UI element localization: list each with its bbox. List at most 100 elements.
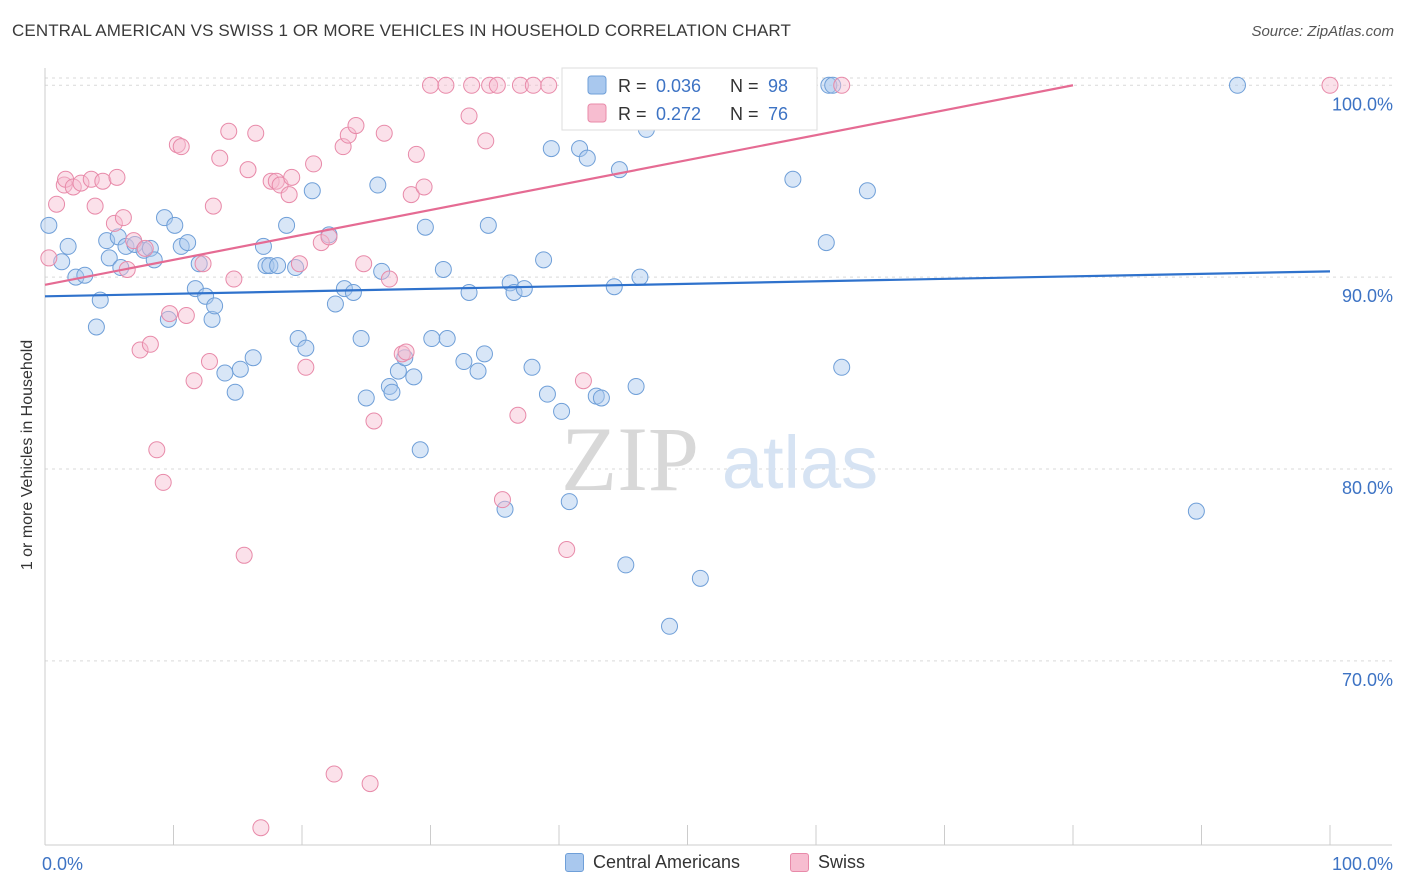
point-swiss bbox=[40, 249, 58, 267]
point-swiss bbox=[290, 255, 308, 273]
point-swiss bbox=[247, 124, 265, 142]
trend-line-central-americans bbox=[44, 270, 1331, 298]
point-swiss bbox=[64, 178, 82, 196]
y-tick-label: 70.0% bbox=[1342, 670, 1393, 690]
point-swiss bbox=[574, 372, 592, 390]
point-central-american bbox=[297, 339, 315, 357]
point-swiss bbox=[86, 197, 104, 215]
point-central-american bbox=[469, 362, 487, 380]
point-swiss bbox=[402, 186, 420, 204]
point-central-american bbox=[560, 493, 578, 511]
point-central-american bbox=[505, 283, 523, 301]
point-central-american bbox=[352, 330, 370, 348]
stats-legend-r-label-blue: R = bbox=[618, 76, 647, 96]
point-central-american bbox=[820, 76, 838, 94]
trend-line-swiss bbox=[44, 84, 1074, 286]
point-central-american bbox=[59, 237, 77, 255]
axes bbox=[44, 68, 1392, 846]
point-central-american bbox=[269, 257, 287, 275]
point-swiss bbox=[141, 335, 159, 353]
stats-legend-r-value-pink: 0.272 bbox=[656, 104, 701, 124]
point-central-american bbox=[206, 297, 224, 315]
legend-swatch-blue bbox=[565, 853, 584, 872]
x-tick-label-right: 100.0% bbox=[1332, 854, 1393, 874]
point-central-american bbox=[455, 353, 473, 371]
point-swiss bbox=[177, 306, 195, 324]
point-swiss bbox=[48, 195, 66, 213]
point-swiss bbox=[185, 372, 203, 390]
stats-legend-n-label-pink: N = bbox=[730, 104, 759, 124]
point-central-american bbox=[203, 310, 221, 328]
point-swiss bbox=[131, 341, 149, 359]
point-swiss bbox=[204, 197, 222, 215]
legend-swatch-pink bbox=[790, 853, 809, 872]
point-central-american bbox=[1228, 76, 1246, 94]
point-central-american bbox=[326, 295, 344, 313]
point-swiss bbox=[524, 76, 542, 94]
point-swiss bbox=[463, 76, 481, 94]
stats-legend-n-value-blue: 98 bbox=[768, 76, 788, 96]
point-swiss bbox=[225, 270, 243, 288]
watermark: ZIP atlas bbox=[561, 408, 878, 510]
point-central-american bbox=[166, 216, 184, 234]
point-central-american bbox=[335, 280, 353, 298]
point-central-american bbox=[542, 140, 560, 158]
point-swiss bbox=[540, 76, 558, 94]
point-central-american bbox=[423, 330, 441, 348]
point-central-american bbox=[475, 345, 493, 363]
point-central-american bbox=[617, 556, 635, 574]
point-swiss bbox=[460, 107, 478, 125]
legend-label-central-americans: Central Americans bbox=[593, 852, 741, 872]
point-swiss bbox=[200, 353, 218, 371]
point-central-american bbox=[535, 251, 553, 269]
point-central-american bbox=[216, 364, 234, 382]
point-central-american bbox=[405, 368, 423, 386]
point-central-american bbox=[479, 216, 497, 234]
point-central-american bbox=[179, 234, 197, 252]
point-central-american bbox=[553, 402, 571, 420]
stats-legend: R = 0.036 N = 98 R = 0.272 N = 76 bbox=[561, 67, 818, 131]
y-tick-label: 90.0% bbox=[1342, 286, 1393, 306]
point-swiss bbox=[558, 541, 576, 559]
point-central-american bbox=[627, 377, 645, 395]
point-swiss bbox=[211, 149, 229, 167]
point-swiss bbox=[305, 155, 323, 173]
watermark-zip: ZIP bbox=[561, 408, 699, 510]
point-swiss bbox=[477, 132, 495, 150]
tick-labels: 100.0% 90.0% 80.0% 70.0% 0.0% 100.0% bbox=[42, 94, 1393, 874]
point-swiss bbox=[375, 124, 393, 142]
point-central-american bbox=[538, 385, 556, 403]
stats-legend-r-label-pink: R = bbox=[618, 104, 647, 124]
point-swiss bbox=[220, 122, 238, 140]
point-central-american bbox=[159, 310, 177, 328]
point-central-american bbox=[496, 500, 514, 518]
point-central-american bbox=[40, 216, 58, 234]
point-swiss bbox=[422, 76, 439, 94]
point-central-american bbox=[434, 260, 452, 278]
point-swiss bbox=[509, 406, 527, 424]
point-swiss bbox=[94, 172, 112, 190]
point-central-american bbox=[817, 234, 835, 252]
point-swiss bbox=[493, 491, 511, 509]
point-swiss bbox=[252, 819, 270, 837]
point-swiss bbox=[148, 441, 166, 459]
point-swiss bbox=[437, 76, 455, 94]
point-swiss bbox=[297, 358, 315, 376]
point-central-american bbox=[244, 349, 262, 367]
point-central-american bbox=[344, 283, 362, 301]
stats-legend-swatch-blue bbox=[587, 75, 607, 95]
watermark-atlas: atlas bbox=[722, 421, 878, 504]
point-swiss bbox=[283, 168, 301, 186]
point-swiss bbox=[1321, 76, 1339, 94]
point-central-american bbox=[87, 318, 105, 336]
x-tick-label-left: 0.0% bbox=[42, 854, 83, 874]
stats-legend-r-value-blue: 0.036 bbox=[656, 76, 701, 96]
point-central-american bbox=[515, 280, 533, 298]
point-swiss bbox=[511, 76, 529, 94]
chart-title: CENTRAL AMERICAN VS SWISS 1 OR MORE VEHI… bbox=[12, 21, 791, 40]
point-swiss bbox=[105, 214, 123, 232]
point-swiss bbox=[108, 168, 126, 186]
point-central-american bbox=[231, 360, 249, 378]
stats-legend-n-value-pink: 76 bbox=[768, 104, 788, 124]
point-swiss bbox=[325, 765, 343, 783]
